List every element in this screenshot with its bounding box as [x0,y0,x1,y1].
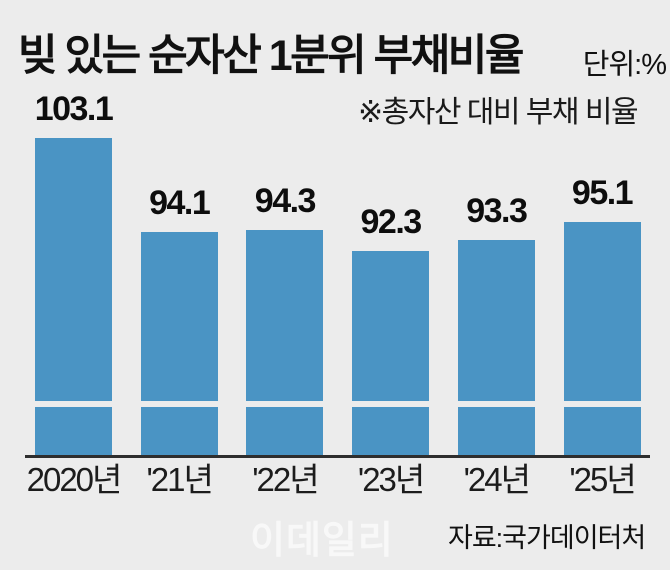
x-axis-label: '23년 [357,461,425,498]
bar-value-label: 94.3 [254,181,317,220]
x-axis-label: 2020년 [26,461,123,498]
bar-value-label: 92.3 [360,202,423,241]
source-label: 자료:국가데이터처 [448,523,646,553]
chart-note: ※총자산 대비 부채 비율 [358,96,639,129]
bar [35,137,112,455]
x-axis-label: '24년 [463,461,531,498]
x-axis-label: '22년 [252,461,319,498]
bar [140,232,218,455]
chart-title: 빚 있는 순자산 1분위 부채비율 [18,32,524,80]
x-axis-line [25,455,650,458]
unit-label: 단위:% [582,49,667,81]
bar-value-label: 94.1 [149,184,211,222]
x-axis-label: '21년 [146,461,214,498]
bar [457,240,535,455]
bar [352,250,430,455]
bar [246,229,324,455]
edaily-watermark-logo: 이데일리 [250,520,394,562]
bar-value-label: 93.3 [466,192,528,231]
axis-break-gap [25,401,650,407]
x-axis-label: '25년 [569,461,636,498]
bar [563,221,641,455]
bar-value-label: 95.1 [571,173,634,212]
bar-value-label: 103.1 [34,89,114,128]
